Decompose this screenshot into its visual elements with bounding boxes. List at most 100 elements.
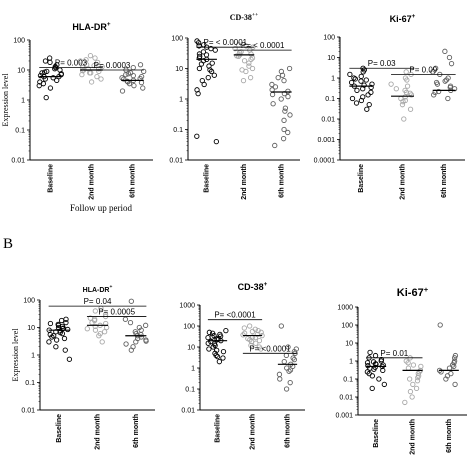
data-point <box>196 43 202 49</box>
data-point <box>361 82 367 88</box>
data-point <box>220 355 226 361</box>
chart-title-sup: + <box>107 21 111 28</box>
data-point <box>364 360 371 366</box>
data-point <box>196 65 203 72</box>
y-tick-label: 100 <box>23 298 35 305</box>
data-point <box>367 349 373 356</box>
chart-title-sup: + <box>264 281 268 288</box>
data-point <box>277 376 283 382</box>
data-point <box>61 335 68 342</box>
chart-title: CD-38+ <box>238 281 268 292</box>
data-point <box>407 388 414 395</box>
data-point <box>347 71 353 78</box>
data-point <box>211 72 217 78</box>
data-point <box>365 92 371 98</box>
data-point <box>287 112 293 118</box>
p-value-label: P= < 0.0001 <box>204 38 248 47</box>
p-value-label: P= <0.0001 <box>214 311 256 320</box>
y-tick-label: 1 <box>21 98 25 105</box>
data-point <box>368 84 374 90</box>
y-tick-label: 10 <box>175 66 183 73</box>
data-point <box>378 356 385 363</box>
data-point <box>92 308 98 314</box>
data-point <box>239 67 245 73</box>
y-tick-label: 10 <box>345 341 353 348</box>
x-category-label: 2nd month <box>95 414 102 450</box>
data-point <box>101 329 108 335</box>
data-point <box>206 346 212 352</box>
data-point <box>402 87 408 93</box>
data-point <box>281 77 287 84</box>
data-point <box>358 73 364 80</box>
data-point <box>241 325 247 331</box>
data-point <box>53 337 60 343</box>
data-point <box>285 88 291 94</box>
data-point <box>99 339 105 345</box>
data-point <box>249 328 256 335</box>
y-axis-label: Expression level <box>11 328 20 382</box>
y-axis-label: Expression level <box>1 73 10 127</box>
data-point <box>84 326 90 332</box>
data-point <box>217 333 224 339</box>
data-point <box>358 78 364 84</box>
data-point <box>138 331 144 338</box>
data-point <box>130 64 136 71</box>
data-point <box>452 352 459 359</box>
data-point <box>99 63 105 70</box>
data-point <box>452 381 458 388</box>
data-point <box>400 99 406 105</box>
x-category-label: 6th month <box>130 164 137 198</box>
y-tick-label: 0.0001 <box>314 158 336 165</box>
data-point <box>404 83 411 89</box>
data-point <box>282 105 289 111</box>
data-point <box>137 62 144 68</box>
data-point <box>212 47 218 53</box>
data-point <box>407 106 414 112</box>
data-point <box>448 370 454 377</box>
x-category-label: 2nd month <box>89 164 96 200</box>
data-point <box>249 334 256 340</box>
x-category-label: Baseline <box>204 164 211 193</box>
data-point <box>281 117 287 123</box>
data-point <box>63 316 69 322</box>
data-point <box>369 385 375 392</box>
chart-title: Ki-67+ <box>390 13 416 24</box>
data-point <box>416 369 422 375</box>
data-point <box>249 65 256 72</box>
data-point <box>194 133 200 139</box>
data-point <box>50 75 56 81</box>
data-point <box>216 359 223 365</box>
data-point <box>418 363 424 370</box>
data-point <box>77 58 84 64</box>
data-point <box>401 116 407 122</box>
data-point <box>410 362 417 368</box>
data-point <box>85 66 91 72</box>
p-value-label: P= 0.09 <box>409 65 437 74</box>
p-value-label: P= 0.0005 <box>98 308 135 317</box>
data-point <box>136 324 142 331</box>
data-point <box>88 79 95 85</box>
data-point <box>122 316 129 322</box>
y-tick-label: 0.1 <box>343 377 353 384</box>
data-point <box>447 84 453 90</box>
y-tick-label: 100 <box>183 324 195 331</box>
data-point <box>280 136 287 142</box>
data-point <box>255 328 261 334</box>
x-category-label: Baseline <box>373 419 380 448</box>
y-tick-label: 100 <box>13 38 25 45</box>
y-tick-label: 0.01 <box>11 158 25 165</box>
x-category-label: 2nd month <box>250 414 257 450</box>
data-point <box>198 61 205 67</box>
data-point <box>41 69 48 75</box>
data-point <box>283 352 290 359</box>
data-point <box>66 356 73 362</box>
data-point <box>127 70 134 76</box>
p-value-label: P= 0.003 <box>55 59 88 68</box>
data-point <box>402 94 408 100</box>
x-category-label: Baseline <box>358 164 365 193</box>
data-point <box>211 341 218 347</box>
y-tick-label: 0.01 <box>321 117 335 124</box>
data-point <box>451 363 457 370</box>
data-point <box>451 358 458 364</box>
data-point <box>62 347 68 353</box>
